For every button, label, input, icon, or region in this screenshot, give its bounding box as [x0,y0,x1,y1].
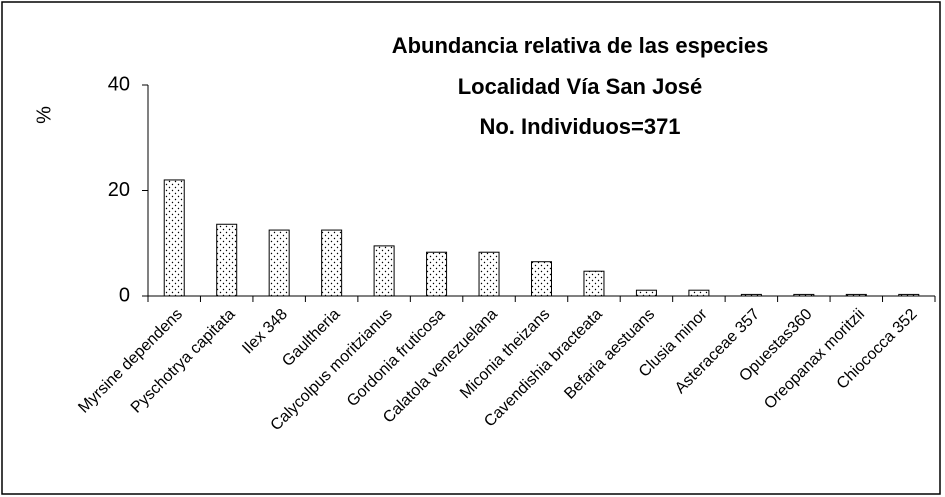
bar [793,293,815,297]
bar [531,261,552,297]
chart-subtitle: Localidad Vía San José [458,74,703,99]
y-axis-label: % [33,106,55,124]
chart-subtitle: No. Individuos=371 [479,114,680,139]
bar [583,270,605,297]
bar [740,293,762,297]
y-tick-label: 20 [108,179,130,201]
bar [845,293,867,297]
chart-title: Abundancia relativa de las especies [392,33,769,58]
y-tick-label: 0 [119,284,130,306]
bar [216,223,238,297]
bar [426,251,448,297]
bar [373,245,395,297]
bar [635,289,657,297]
bar [688,289,710,297]
bar [163,179,185,297]
y-tick-label: 40 [108,73,130,95]
bar [268,229,290,297]
bar [478,251,500,297]
bar [898,293,920,297]
bar [321,229,343,297]
